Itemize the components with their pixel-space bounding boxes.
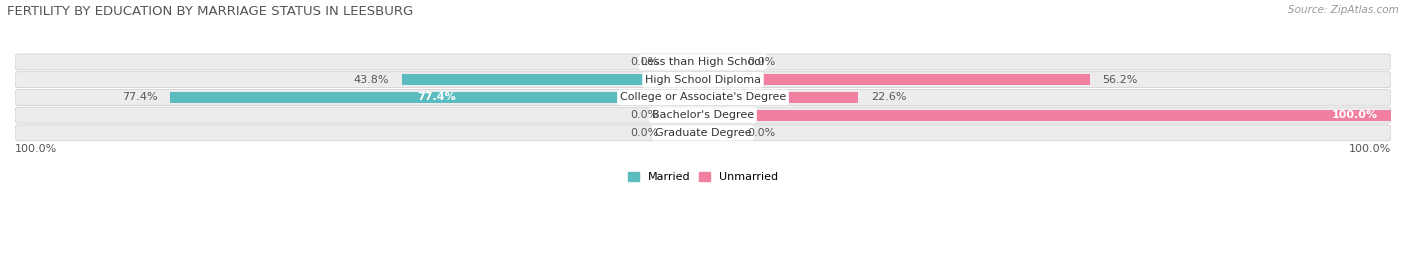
FancyBboxPatch shape — [15, 107, 1391, 123]
Bar — [669, 109, 703, 121]
FancyBboxPatch shape — [15, 125, 1391, 141]
Text: 0.0%: 0.0% — [748, 57, 776, 67]
Text: 100.0%: 100.0% — [15, 144, 58, 154]
Text: High School Diploma: High School Diploma — [645, 75, 761, 85]
Bar — [170, 92, 703, 103]
Bar — [669, 56, 703, 68]
Text: 0.0%: 0.0% — [748, 128, 776, 138]
Text: 0.0%: 0.0% — [630, 128, 658, 138]
Text: 43.8%: 43.8% — [354, 75, 389, 85]
FancyBboxPatch shape — [15, 54, 1391, 70]
Text: 22.6%: 22.6% — [870, 92, 907, 102]
Bar — [703, 74, 1090, 85]
Text: 0.0%: 0.0% — [630, 57, 658, 67]
Text: 100.0%: 100.0% — [1331, 110, 1378, 120]
Text: 100.0%: 100.0% — [1348, 144, 1391, 154]
Bar — [669, 127, 703, 138]
Text: Graduate Degree: Graduate Degree — [655, 128, 751, 138]
Text: Less than High School: Less than High School — [641, 57, 765, 67]
Bar — [703, 109, 1391, 121]
FancyBboxPatch shape — [15, 72, 1391, 88]
Text: College or Associate's Degree: College or Associate's Degree — [620, 92, 786, 102]
Bar — [402, 74, 703, 85]
Text: FERTILITY BY EDUCATION BY MARRIAGE STATUS IN LEESBURG: FERTILITY BY EDUCATION BY MARRIAGE STATU… — [7, 5, 413, 18]
Text: 77.4%: 77.4% — [122, 92, 157, 102]
Text: 0.0%: 0.0% — [630, 110, 658, 120]
Text: Source: ZipAtlas.com: Source: ZipAtlas.com — [1288, 5, 1399, 15]
Text: 77.4%: 77.4% — [418, 92, 456, 102]
Bar — [703, 92, 859, 103]
Text: Bachelor's Degree: Bachelor's Degree — [652, 110, 754, 120]
Bar — [703, 127, 737, 138]
Legend: Married, Unmarried: Married, Unmarried — [627, 172, 779, 182]
Text: 56.2%: 56.2% — [1102, 75, 1137, 85]
Bar — [703, 56, 737, 68]
FancyBboxPatch shape — [15, 89, 1391, 105]
